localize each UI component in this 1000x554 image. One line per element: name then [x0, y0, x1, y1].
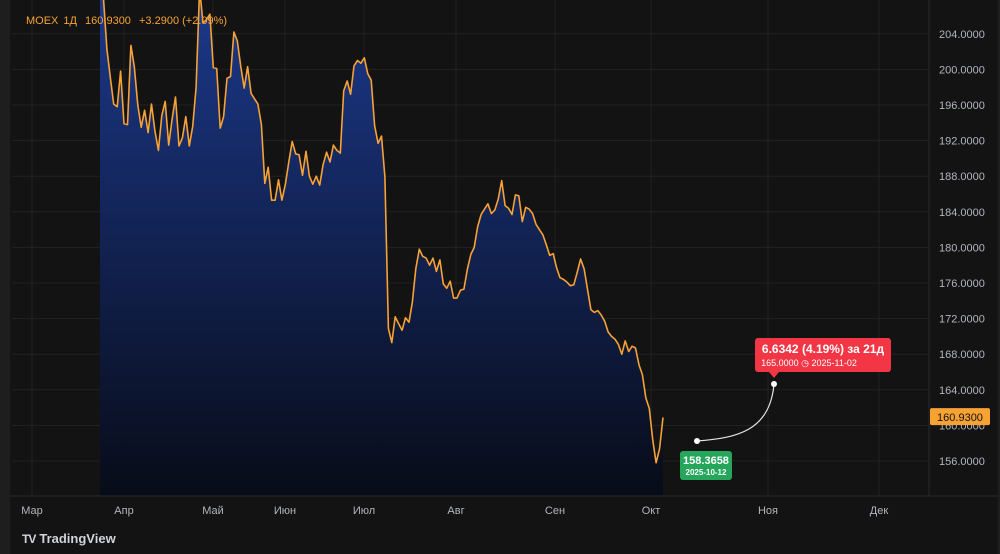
x-tick-label: Июл: [353, 505, 375, 517]
current-price-label: 160.9300: [937, 412, 983, 424]
tradingview-brand-text: TradingView: [39, 531, 116, 546]
y-tick-label: 188.0000: [939, 171, 985, 183]
x-tick-label: Ноя: [758, 505, 778, 517]
y-tick-label: 156.0000: [939, 456, 985, 468]
x-tick-label: Мар: [21, 505, 43, 517]
y-tick-label: 192.0000: [939, 136, 985, 148]
y-tick-label: 196.0000: [939, 100, 985, 112]
y-tick-label: 168.0000: [939, 349, 985, 361]
tradingview-logo-icon: TV: [22, 531, 36, 546]
x-tick-label: Май: [202, 505, 224, 517]
symbol-label: MOEX: [26, 15, 59, 27]
last-price-label: 160.9300: [85, 15, 131, 27]
chart-legend: MOEX 1Д 160.9300 +3.2900 (+2.09%): [26, 15, 232, 27]
price-line: [102, 0, 664, 464]
y-tick-label: 204.0000: [939, 29, 985, 41]
x-tick-label: Авг: [447, 505, 464, 517]
measure-change-text: 6.6342 (4.19%) за 21д: [762, 342, 885, 356]
interval-label: 1Д: [63, 15, 77, 27]
x-tick-label: Апр: [114, 505, 133, 517]
y-tick-label: 172.0000: [939, 314, 985, 326]
y-tick-label: 164.0000: [939, 385, 985, 397]
y-tick-label: 184.0000: [939, 207, 985, 219]
x-tick-label: Окт: [642, 505, 661, 517]
measure-start-price: 158.3658: [683, 455, 729, 467]
measure-end-point: [771, 381, 777, 387]
price-area-fill: [100, 0, 663, 496]
chart-frame[interactable]: 158.3658 2025-10-12 6.6342 (4.19%) за 21д 1…: [10, 0, 998, 554]
x-tick-label: Июн: [274, 505, 296, 517]
measure-start-point: [694, 438, 700, 444]
x-tick-label: Дек: [870, 505, 889, 517]
y-tick-label: 176.0000: [939, 278, 985, 290]
change-label: +3.2900 (+2.09%): [139, 15, 228, 27]
measure-target-text: 165.0000 ◷ 2025-11-02: [761, 358, 857, 368]
measure-end-label-pointer: [769, 372, 779, 378]
measure-start-date: 2025-10-12: [686, 468, 727, 477]
tradingview-branding[interactable]: TV TradingView: [22, 531, 116, 546]
measure-end-label-box: [755, 338, 891, 372]
current-price-marker: [930, 408, 990, 426]
x-tick-label: Сен: [545, 505, 565, 517]
y-tick-label: 180.0000: [939, 242, 985, 254]
measure-line: [696, 383, 775, 442]
measure-start-label-box: [680, 451, 732, 480]
y-tick-label: 200.0000: [939, 64, 985, 76]
